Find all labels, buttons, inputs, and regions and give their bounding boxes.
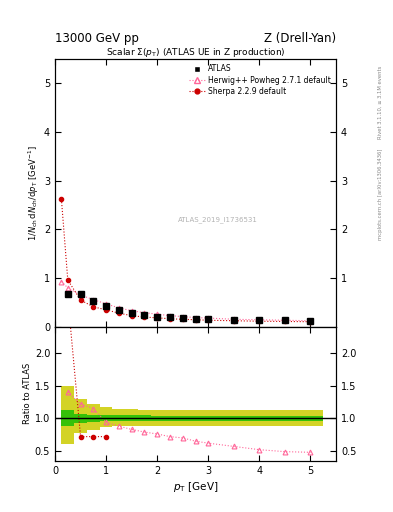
Y-axis label: $1/N_\mathrm{ch}\,\mathrm{d}N_\mathrm{ch}/\mathrm{d}p_\mathrm{T}$ [GeV$^{-1}$]: $1/N_\mathrm{ch}\,\mathrm{d}N_\mathrm{ch…	[27, 145, 41, 241]
Legend: ATLAS, Herwig++ Powheg 2.7.1 default, Sherpa 2.2.9 default: ATLAS, Herwig++ Powheg 2.7.1 default, Sh…	[188, 62, 332, 97]
Title: Scalar $\Sigma(p_\mathrm{T})$ (ATLAS UE in Z production): Scalar $\Sigma(p_\mathrm{T})$ (ATLAS UE …	[106, 46, 285, 59]
Y-axis label: Ratio to ATLAS: Ratio to ATLAS	[23, 363, 32, 424]
Text: Rivet 3.1.10, ≥ 3.1M events: Rivet 3.1.10, ≥ 3.1M events	[378, 66, 383, 139]
Text: mcplots.cern.ch [arXiv:1306.3436]: mcplots.cern.ch [arXiv:1306.3436]	[378, 149, 383, 240]
X-axis label: $p_\mathrm{T}$ [GeV]: $p_\mathrm{T}$ [GeV]	[173, 480, 218, 494]
Text: Z (Drell-Yan): Z (Drell-Yan)	[264, 32, 336, 45]
Text: ATLAS_2019_I1736531: ATLAS_2019_I1736531	[178, 216, 258, 223]
Text: 13000 GeV pp: 13000 GeV pp	[55, 32, 139, 45]
